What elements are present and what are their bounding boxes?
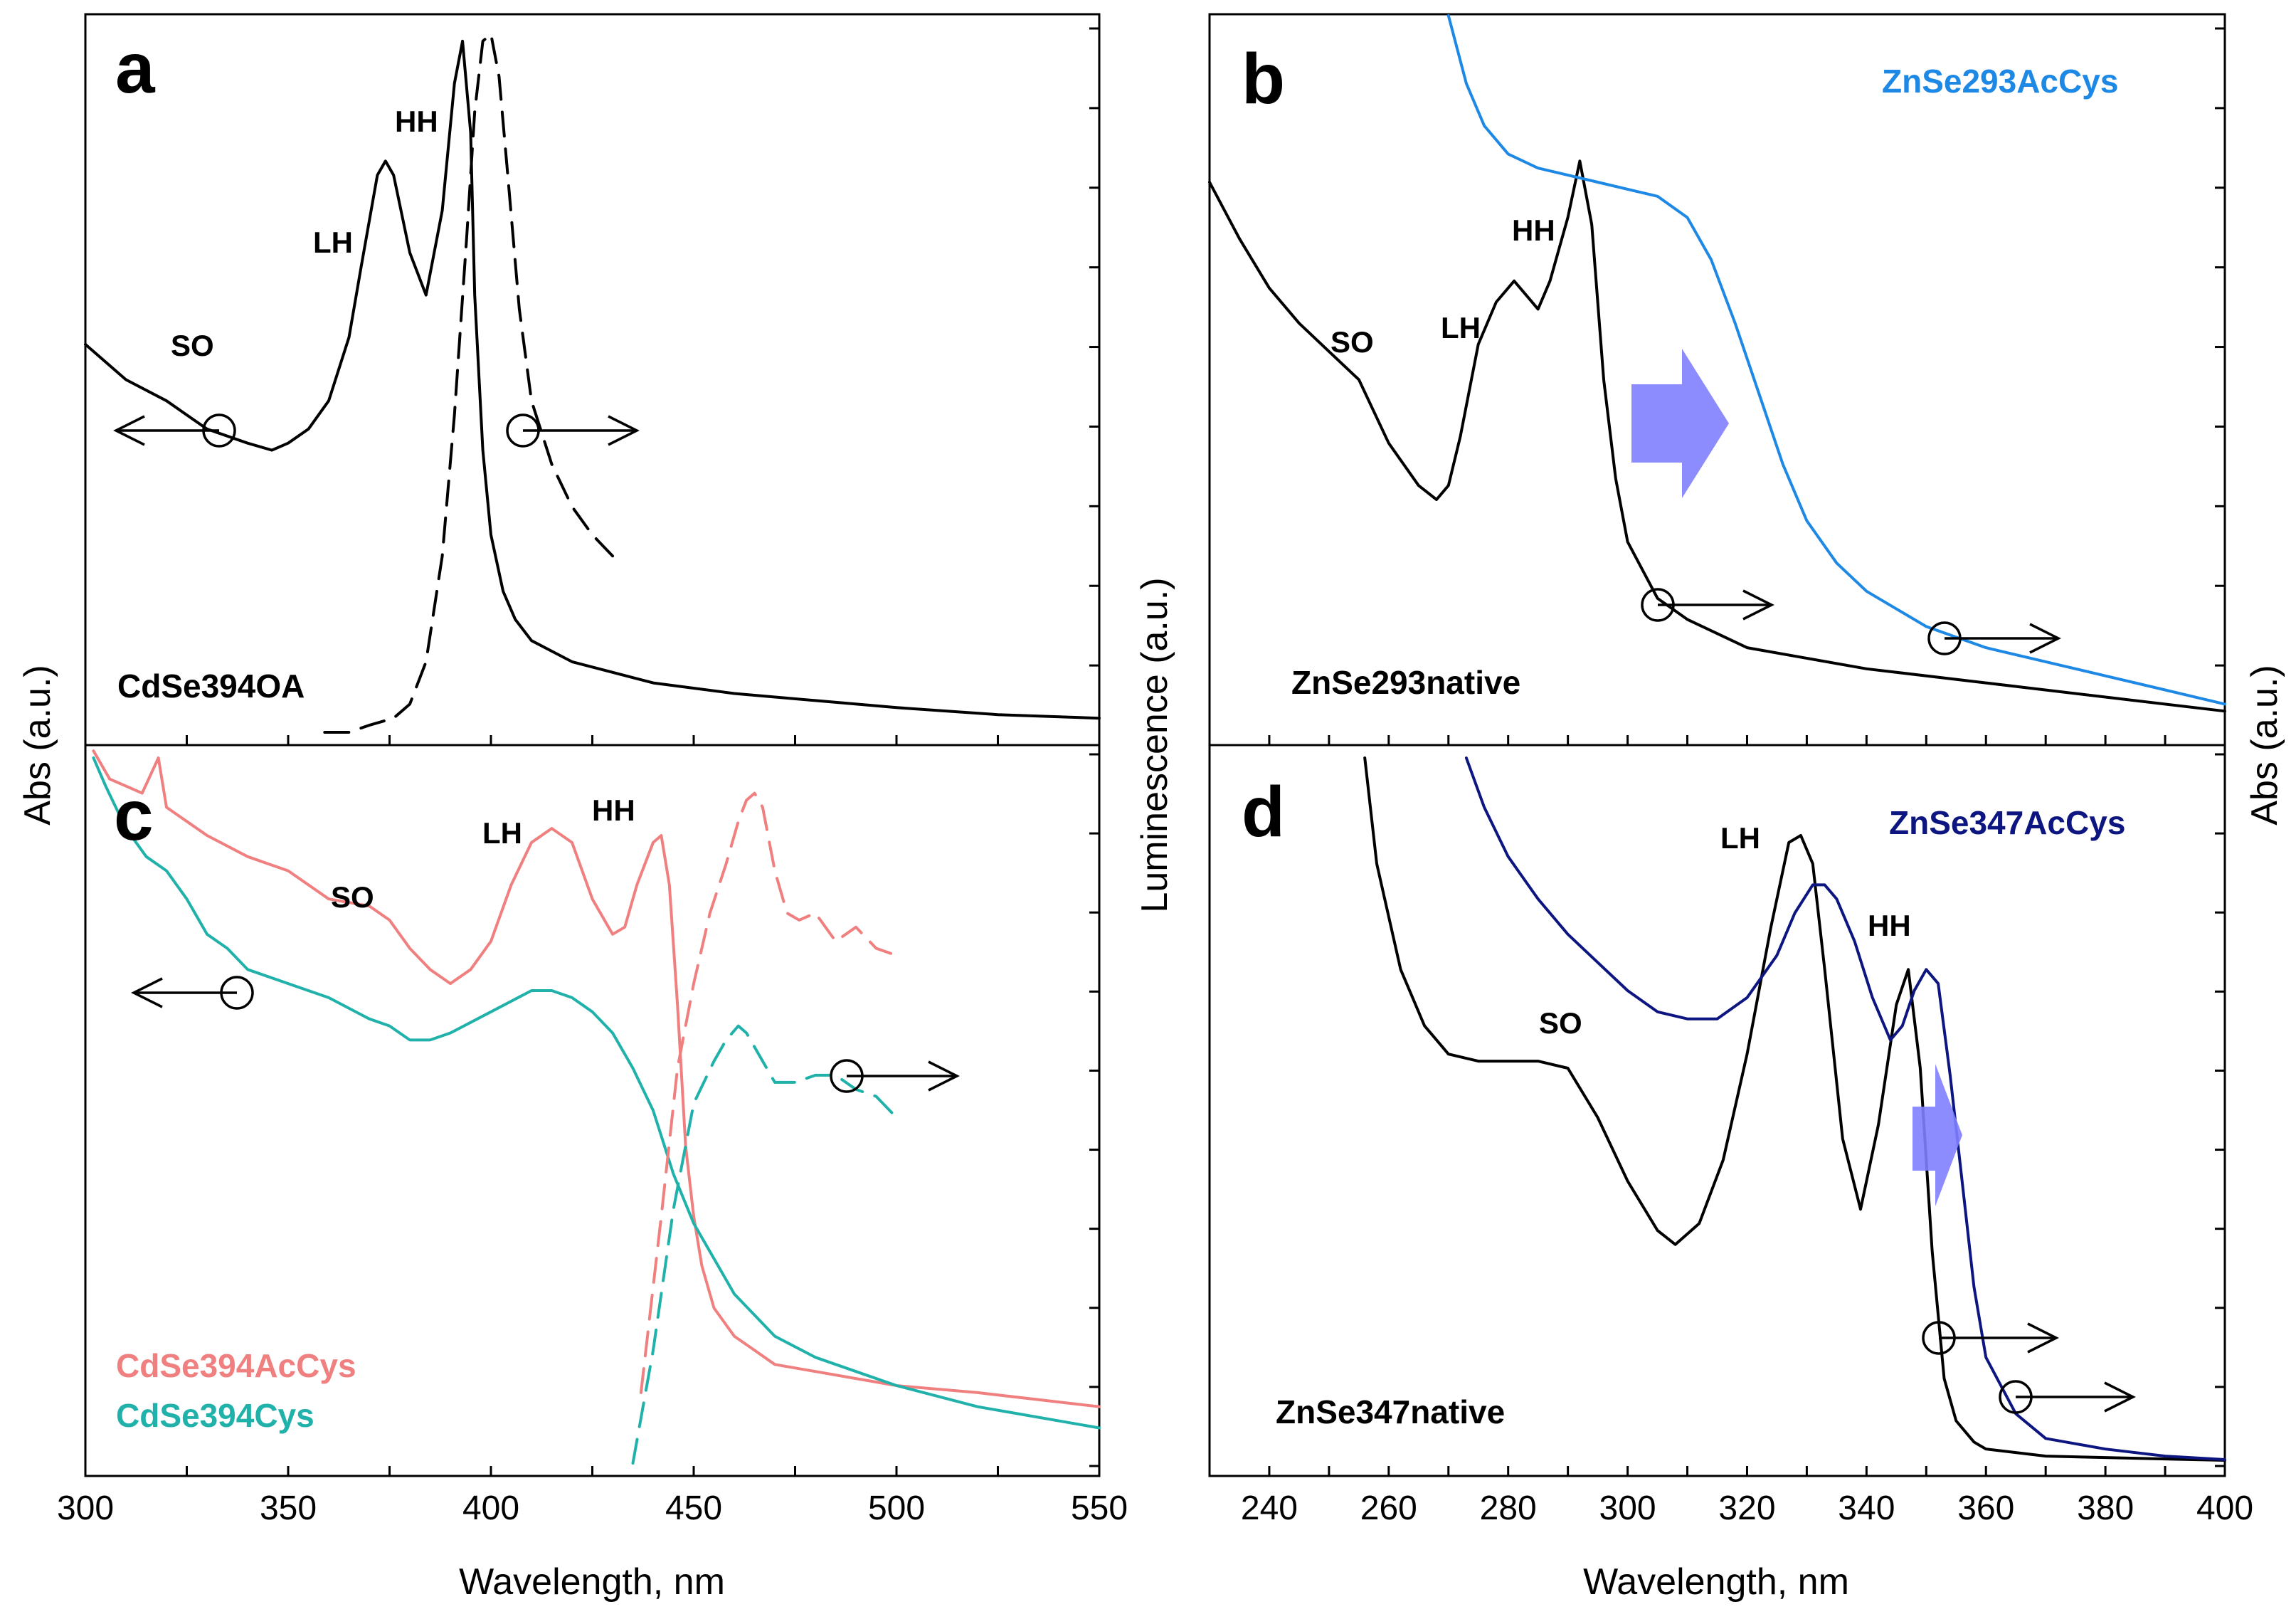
indicator-b-native [1641,588,1774,622]
indicator-head-c-right [928,1060,960,1092]
x-tick-labels: 300 350 400 450 500 550 240 260 280 300 320 340 360 3… [57,1489,2253,1527]
y-axis-label-right: Abs (a.u.) [2244,665,2285,825]
x-tick-label-right-340: 340 [1838,1489,1895,1527]
series-a-luminescence [323,32,614,734]
annot-d-lh: LH [1720,821,1760,855]
axis-ticks [84,27,2226,1476]
indicator-b-accys [1927,621,2061,655]
y-axis-label-left: Abs (a.u.) [17,665,58,825]
indicator-head-b-accys [2029,623,2061,654]
annot-c-so: SO [331,880,374,914]
panel-letter-d: d [1242,772,1285,852]
panel-a-frame [84,13,1101,747]
annot-a-so: SO [171,329,214,362]
x-axis-label-right: Wavelength, nm [1583,1561,1849,1603]
indicator-head-d-native [2027,1322,2059,1354]
indicator-head-a-right [608,415,640,446]
series-d-znse347accys-abs [1464,756,2226,1461]
annot-c-lh: LH [482,816,522,850]
x-tick-label-right-280: 280 [1480,1489,1537,1527]
panel-letter-b: b [1242,39,1285,119]
x-tick-label-right-260: 260 [1360,1489,1417,1527]
indicator-a-right [506,413,640,448]
indicator-a-left [113,413,236,448]
indicator-d-accys [1999,1380,2136,1414]
series-c-cdse394accys-abs [92,749,1101,1408]
indicator-head-a-left [113,415,145,446]
annot-a-hh: HH [395,105,438,138]
x-tick-label-right-240: 240 [1241,1489,1298,1527]
sample-label-d-native: ZnSe347native [1276,1393,1505,1430]
panel-b-frame [1208,13,2226,747]
sample-label-a: CdSe394OA [117,668,305,705]
annot-b-lh: LH [1441,311,1481,344]
series-c-cdse394cys-luminescence [631,1024,898,1465]
x-tick-label-right-360: 360 [1957,1489,2014,1527]
legend-c-accys: CdSe394AcCys [116,1347,356,1384]
x-tick-label-right-300: 300 [1599,1489,1656,1527]
indicator-head-d-accys [2104,1381,2136,1413]
series-b-znse293accys-abs [1446,14,2226,706]
annot-d-so: SO [1539,1006,1582,1040]
x-tick-label-right-400: 400 [2196,1489,2253,1527]
x-tick-label-left-300: 300 [57,1489,114,1527]
annot-b-so: SO [1330,325,1374,359]
series-c-cdse394accys-luminescence [639,791,898,1394]
x-tick-label-left-550: 550 [1071,1489,1128,1527]
x-tick-label-left-500: 500 [868,1489,925,1527]
series-c-cdse394cys-abs [92,756,1101,1430]
x-axis-label-left: Wavelength, nm [459,1561,725,1603]
panel-letter-c: c [114,776,154,855]
series-b-znse293native-abs [1208,159,2226,713]
annot-d-hh: HH [1868,909,1911,942]
indicator-c-right [830,1059,960,1093]
indicator-c-left [131,976,254,1010]
chart-series [84,14,2226,1465]
indicator-head-b-native [1742,589,1774,621]
series-a-abs [84,39,1101,720]
red-shift-arrow-d [1913,1064,1962,1206]
x-tick-label-left-400: 400 [462,1489,519,1527]
x-tick-label-right-320: 320 [1718,1489,1775,1527]
red-shift-arrow-b [1631,349,1729,498]
series-d-znse347native-abs [1363,756,2226,1462]
sample-label-d-accys: ZnSe347AcCys [1889,804,2125,841]
sample-label-b-accys: ZnSe293AcCys [1882,63,2118,100]
annot-b-hh: HH [1512,213,1555,247]
axis-indicator-markers [113,413,2136,1414]
x-tick-label-left-350: 350 [260,1489,317,1527]
legend-c-cys: CdSe394Cys [116,1397,314,1434]
sample-label-b-native: ZnSe293native [1291,664,1520,701]
panel-letter-a: a [115,28,156,108]
indicator-d-native [1922,1321,2059,1355]
y-axis-label-middle: Luminescence (a.u.) [1134,577,1175,912]
panel-d-frame [1208,744,2226,1477]
indicator-head-c-left [131,977,163,1008]
annot-c-hh: HH [592,793,635,827]
x-tick-label-right-380: 380 [2077,1489,2134,1527]
annot-a-lh: LH [313,226,353,259]
x-tick-label-left-450: 450 [665,1489,722,1527]
